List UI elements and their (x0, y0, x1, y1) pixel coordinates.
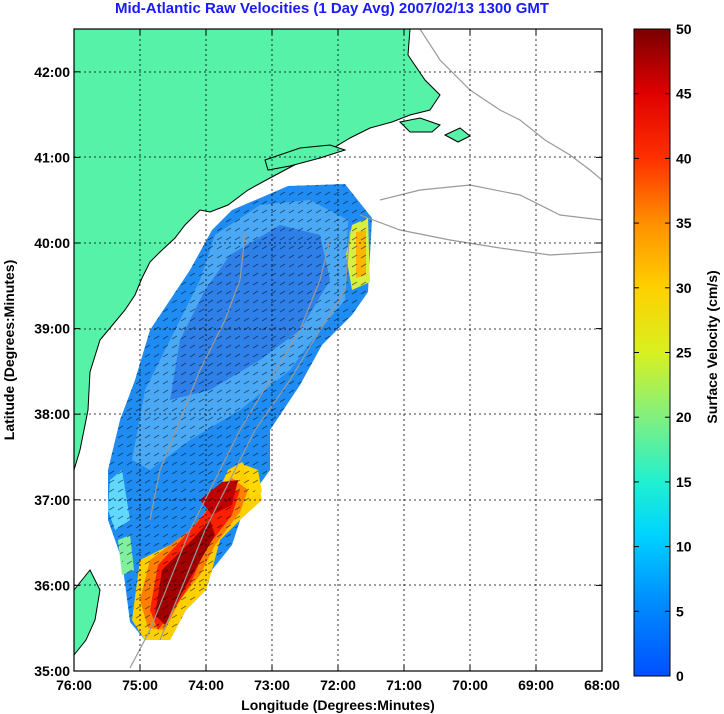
x-axis: 76:00 75:00 74:00 73:00 72:00 71:00 70:00 69:00… (56, 29, 620, 693)
colorbar-tick-label: 35 (676, 215, 692, 231)
colorbar-tick-label: 15 (676, 474, 692, 490)
y-axis: 35:00 36:00 37:00 38:00 39:00 40:00 41:00 42:00 (34, 64, 602, 679)
x-tick-label: 73:00 (254, 677, 290, 693)
colorbar-tick-label: 0 (676, 668, 684, 684)
x-tick-label: 68:00 (584, 677, 620, 693)
colorbar-tick-label: 25 (676, 345, 692, 361)
x-tick-label: 75:00 (122, 677, 158, 693)
colorbar-tick-label: 45 (676, 86, 692, 102)
map-title: Mid-Atlantic Raw Velocities (1 Day Avg) … (114, 0, 550, 17)
bathymetry-contours (129, 29, 602, 669)
x-tick-label: 69:00 (518, 677, 554, 693)
colorbar-label: Surface Velocity (cm/s) (704, 270, 720, 423)
colorbar-tick-label: 30 (676, 280, 692, 296)
y-axis-label: Latitude (Degrees:Minutes) (1, 260, 17, 440)
y-tick-label: 38:00 (34, 406, 70, 422)
x-tick-label: 72:00 (320, 677, 356, 693)
y-tick-label: 39:00 (34, 321, 70, 337)
colorbar-tick-label: 5 (676, 603, 684, 619)
y-tick-label: 42:00 (34, 64, 70, 80)
y-tick-label: 35:00 (34, 663, 70, 679)
colorbar-tick-label: 20 (676, 409, 692, 425)
y-tick-label: 41:00 (34, 149, 70, 165)
colorbar-tick-label: 40 (676, 150, 692, 166)
x-axis-label: Longitude (Degrees:Minutes) (241, 697, 435, 713)
colorbar-tick-label: 50 (676, 21, 692, 37)
grid (74, 29, 602, 671)
colorbar (633, 28, 671, 677)
x-tick-label: 70:00 (452, 677, 488, 693)
x-tick-label: 74:00 (188, 677, 224, 693)
x-tick-label: 71:00 (386, 677, 422, 693)
y-tick-label: 37:00 (34, 492, 70, 508)
colorbar-tick-label: 10 (676, 539, 692, 555)
x-tick-label: 76:00 (56, 677, 92, 693)
colorbar-ticks: 0 5 10 15 20 25 30 35 40 45 50 (634, 21, 692, 684)
y-tick-label: 36:00 (34, 577, 70, 593)
velocity-arrows (108, 184, 372, 640)
land (74, 29, 471, 656)
y-tick-label: 40:00 (34, 235, 70, 251)
